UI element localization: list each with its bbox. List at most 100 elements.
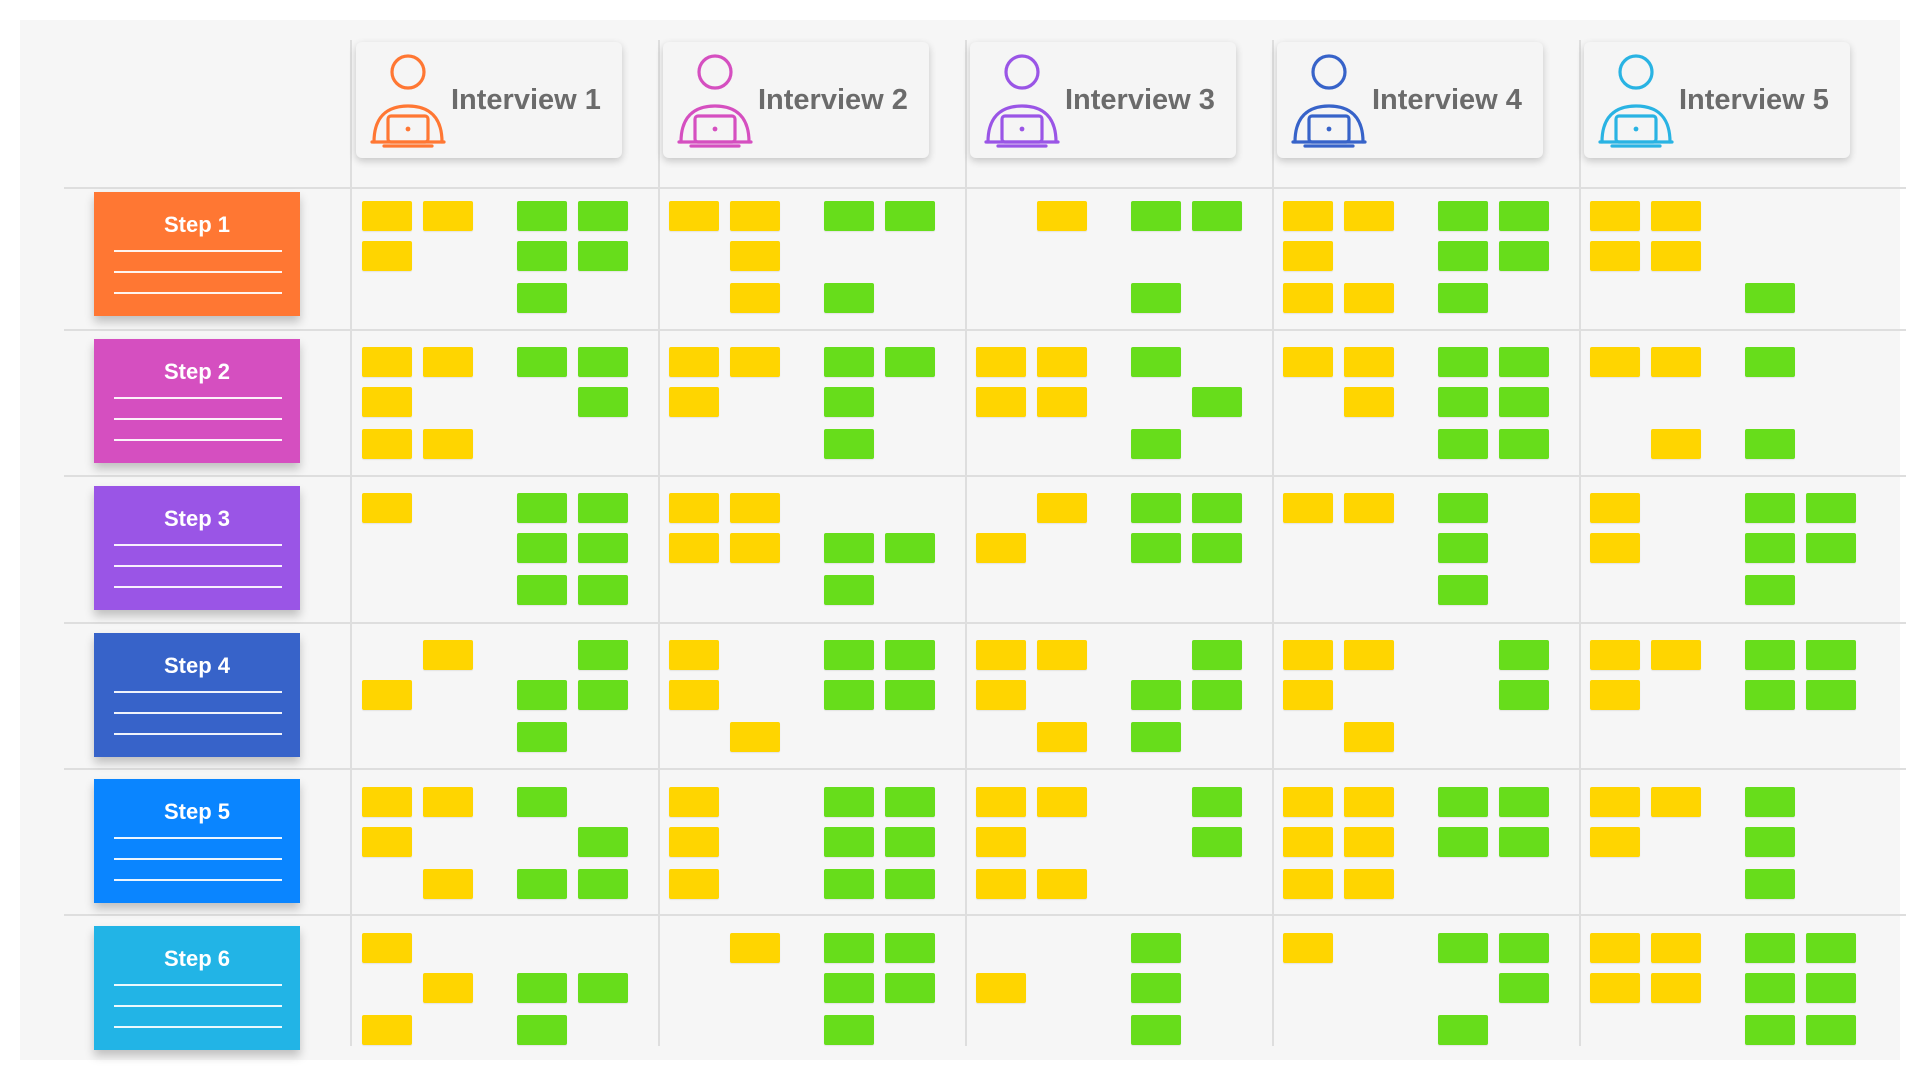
yellow-sticky-note[interactable] bbox=[1651, 933, 1701, 963]
green-sticky-note[interactable] bbox=[824, 827, 874, 857]
yellow-sticky-note[interactable] bbox=[1283, 201, 1333, 231]
green-sticky-note[interactable] bbox=[1438, 493, 1488, 523]
green-sticky-note[interactable] bbox=[1438, 533, 1488, 563]
green-sticky-note[interactable] bbox=[1192, 827, 1242, 857]
yellow-sticky-note[interactable] bbox=[1590, 201, 1640, 231]
green-sticky-note[interactable] bbox=[1499, 973, 1549, 1003]
yellow-sticky-note[interactable] bbox=[362, 241, 412, 271]
green-sticky-note[interactable] bbox=[1438, 787, 1488, 817]
green-sticky-note[interactable] bbox=[578, 680, 628, 710]
green-sticky-note[interactable] bbox=[885, 933, 935, 963]
yellow-sticky-note[interactable] bbox=[423, 787, 473, 817]
yellow-sticky-note[interactable] bbox=[730, 347, 780, 377]
yellow-sticky-note[interactable] bbox=[362, 387, 412, 417]
green-sticky-note[interactable] bbox=[1192, 387, 1242, 417]
yellow-sticky-note[interactable] bbox=[1651, 241, 1701, 271]
green-sticky-note[interactable] bbox=[824, 640, 874, 670]
green-sticky-note[interactable] bbox=[517, 722, 567, 752]
green-sticky-note[interactable] bbox=[1438, 387, 1488, 417]
green-sticky-note[interactable] bbox=[1745, 429, 1795, 459]
green-sticky-note[interactable] bbox=[1745, 869, 1795, 899]
green-sticky-note[interactable] bbox=[578, 640, 628, 670]
green-sticky-note[interactable] bbox=[1499, 787, 1549, 817]
green-sticky-note[interactable] bbox=[1131, 680, 1181, 710]
step-card-4[interactable]: Step 4 bbox=[94, 633, 300, 757]
yellow-sticky-note[interactable] bbox=[1344, 640, 1394, 670]
yellow-sticky-note[interactable] bbox=[1651, 429, 1701, 459]
green-sticky-note[interactable] bbox=[1131, 933, 1181, 963]
yellow-sticky-note[interactable] bbox=[730, 283, 780, 313]
green-sticky-note[interactable] bbox=[824, 347, 874, 377]
green-sticky-note[interactable] bbox=[1806, 493, 1856, 523]
green-sticky-note[interactable] bbox=[1192, 640, 1242, 670]
green-sticky-note[interactable] bbox=[517, 869, 567, 899]
interview-header-2[interactable]: Interview 2 bbox=[663, 42, 929, 158]
yellow-sticky-note[interactable] bbox=[669, 640, 719, 670]
green-sticky-note[interactable] bbox=[885, 347, 935, 377]
green-sticky-note[interactable] bbox=[517, 241, 567, 271]
yellow-sticky-note[interactable] bbox=[362, 493, 412, 523]
yellow-sticky-note[interactable] bbox=[1344, 347, 1394, 377]
yellow-sticky-note[interactable] bbox=[1037, 201, 1087, 231]
yellow-sticky-note[interactable] bbox=[976, 827, 1026, 857]
yellow-sticky-note[interactable] bbox=[1590, 640, 1640, 670]
green-sticky-note[interactable] bbox=[1499, 387, 1549, 417]
yellow-sticky-note[interactable] bbox=[1283, 241, 1333, 271]
yellow-sticky-note[interactable] bbox=[1283, 869, 1333, 899]
step-card-5[interactable]: Step 5 bbox=[94, 779, 300, 903]
green-sticky-note[interactable] bbox=[578, 493, 628, 523]
green-sticky-note[interactable] bbox=[517, 575, 567, 605]
green-sticky-note[interactable] bbox=[885, 869, 935, 899]
green-sticky-note[interactable] bbox=[1131, 1015, 1181, 1045]
yellow-sticky-note[interactable] bbox=[669, 533, 719, 563]
green-sticky-note[interactable] bbox=[1745, 640, 1795, 670]
green-sticky-note[interactable] bbox=[1745, 933, 1795, 963]
yellow-sticky-note[interactable] bbox=[669, 680, 719, 710]
green-sticky-note[interactable] bbox=[885, 827, 935, 857]
yellow-sticky-note[interactable] bbox=[730, 493, 780, 523]
yellow-sticky-note[interactable] bbox=[669, 347, 719, 377]
yellow-sticky-note[interactable] bbox=[1344, 387, 1394, 417]
yellow-sticky-note[interactable] bbox=[1651, 347, 1701, 377]
green-sticky-note[interactable] bbox=[824, 933, 874, 963]
green-sticky-note[interactable] bbox=[1745, 1015, 1795, 1045]
green-sticky-note[interactable] bbox=[1499, 827, 1549, 857]
yellow-sticky-note[interactable] bbox=[1344, 787, 1394, 817]
yellow-sticky-note[interactable] bbox=[1590, 347, 1640, 377]
green-sticky-note[interactable] bbox=[578, 241, 628, 271]
yellow-sticky-note[interactable] bbox=[976, 973, 1026, 1003]
green-sticky-note[interactable] bbox=[1192, 680, 1242, 710]
green-sticky-note[interactable] bbox=[1745, 680, 1795, 710]
green-sticky-note[interactable] bbox=[517, 283, 567, 313]
yellow-sticky-note[interactable] bbox=[362, 347, 412, 377]
yellow-sticky-note[interactable] bbox=[1344, 493, 1394, 523]
yellow-sticky-note[interactable] bbox=[1283, 283, 1333, 313]
yellow-sticky-note[interactable] bbox=[730, 201, 780, 231]
yellow-sticky-note[interactable] bbox=[976, 387, 1026, 417]
step-card-1[interactable]: Step 1 bbox=[94, 192, 300, 316]
green-sticky-note[interactable] bbox=[1131, 201, 1181, 231]
green-sticky-note[interactable] bbox=[1806, 640, 1856, 670]
green-sticky-note[interactable] bbox=[1499, 680, 1549, 710]
yellow-sticky-note[interactable] bbox=[1590, 827, 1640, 857]
green-sticky-note[interactable] bbox=[1745, 575, 1795, 605]
yellow-sticky-note[interactable] bbox=[1590, 241, 1640, 271]
yellow-sticky-note[interactable] bbox=[669, 387, 719, 417]
yellow-sticky-note[interactable] bbox=[1590, 533, 1640, 563]
green-sticky-note[interactable] bbox=[1438, 827, 1488, 857]
interview-header-1[interactable]: Interview 1 bbox=[356, 42, 622, 158]
green-sticky-note[interactable] bbox=[578, 201, 628, 231]
yellow-sticky-note[interactable] bbox=[976, 787, 1026, 817]
green-sticky-note[interactable] bbox=[1192, 533, 1242, 563]
yellow-sticky-note[interactable] bbox=[976, 640, 1026, 670]
green-sticky-note[interactable] bbox=[824, 680, 874, 710]
interview-header-5[interactable]: Interview 5 bbox=[1584, 42, 1850, 158]
yellow-sticky-note[interactable] bbox=[1283, 827, 1333, 857]
green-sticky-note[interactable] bbox=[1438, 201, 1488, 231]
green-sticky-note[interactable] bbox=[1499, 241, 1549, 271]
yellow-sticky-note[interactable] bbox=[1283, 640, 1333, 670]
yellow-sticky-note[interactable] bbox=[1344, 201, 1394, 231]
yellow-sticky-note[interactable] bbox=[1037, 347, 1087, 377]
green-sticky-note[interactable] bbox=[1438, 283, 1488, 313]
yellow-sticky-note[interactable] bbox=[1590, 973, 1640, 1003]
